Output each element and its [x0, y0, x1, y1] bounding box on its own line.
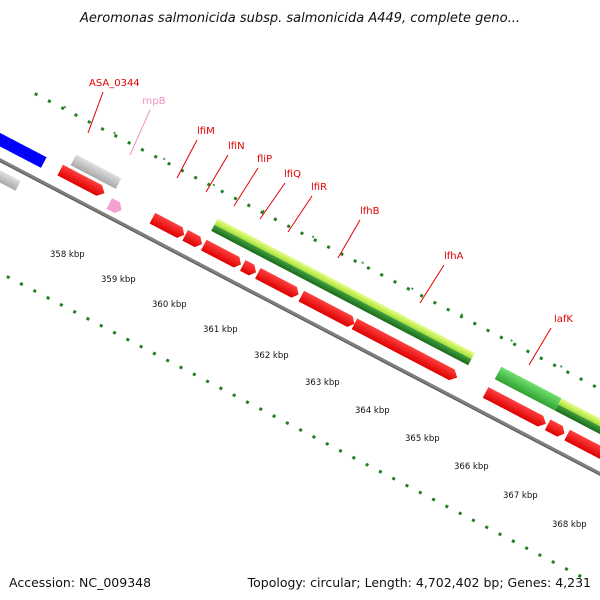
grey-feature-left: [0, 154, 21, 191]
dna-backbone: [0, 144, 600, 496]
gene-lfir: [255, 268, 299, 298]
gene-label: lfiN: [228, 141, 245, 152]
feature-green-dark-1: [211, 224, 472, 366]
scale-label: 367 kbp: [503, 491, 538, 501]
scale-label: 360 kbp: [152, 300, 187, 310]
feature-green-dark-2: [555, 404, 600, 454]
scale-label: 365 kbp: [405, 434, 440, 444]
gene-asa0344: [57, 164, 105, 196]
feature-green-mid-2: [494, 366, 562, 411]
gene-lfhb: [298, 290, 355, 327]
gene-lfiq: [239, 260, 257, 276]
gene-lafk-next: [544, 419, 565, 437]
gene-lafk-next2: [564, 429, 600, 473]
gene-flip: [200, 239, 241, 268]
outer-dotted-track-major: [63, 105, 600, 417]
gene-label: lfiM: [197, 126, 215, 137]
inner-dotted-track: [0, 247, 593, 584]
feature-green-light-2: [558, 398, 600, 448]
scale-label: 358 kbp: [50, 250, 85, 260]
callout-lines: [87, 91, 552, 366]
scale-label: 368 kbp: [552, 520, 587, 530]
gene-label: lfiQ: [284, 169, 301, 180]
gene-label: lafK: [554, 314, 573, 325]
dna-backbone-inner: [0, 146, 600, 496]
gene-lfha: [351, 318, 458, 381]
gene-asa0344-grey: [70, 154, 122, 189]
accession-text: Accession: NC_009348: [9, 575, 151, 590]
map-title: Aeromonas salmonicida subsp. salmonicida…: [79, 11, 520, 26]
scale-label: 361 kbp: [203, 325, 238, 335]
outer-dotted-track: [34, 92, 600, 420]
gene-lfim: [149, 212, 185, 238]
scale-label: 364 kbp: [355, 406, 390, 416]
gene-lafk: [482, 387, 546, 427]
topology-text: Topology: circular; Length: 4,702,402 bp…: [247, 575, 591, 590]
gene-label: ASA_0344: [89, 78, 140, 89]
scale-label: 366 kbp: [454, 462, 489, 472]
gene-lfin: [182, 230, 202, 248]
gene-label: lfiR: [311, 182, 327, 193]
blue-feature: [0, 124, 47, 168]
gene-label: rnpB: [142, 96, 166, 107]
scale-label: 363 kbp: [305, 378, 340, 388]
gene-label: lfhA: [444, 251, 464, 262]
gene-label: fliP: [257, 154, 272, 165]
scale-label: 362 kbp: [254, 351, 289, 361]
scale-label: 359 kbp: [101, 275, 136, 285]
gene-rnpb: [106, 198, 122, 214]
gene-label: lfhB: [360, 206, 380, 217]
feature-green-light-1: [214, 218, 475, 360]
